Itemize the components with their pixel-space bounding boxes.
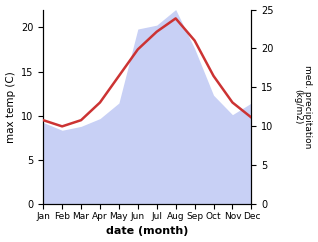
- Y-axis label: med. precipitation
(kg/m2): med. precipitation (kg/m2): [293, 65, 313, 149]
- Y-axis label: max temp (C): max temp (C): [5, 71, 16, 143]
- X-axis label: date (month): date (month): [106, 227, 189, 236]
